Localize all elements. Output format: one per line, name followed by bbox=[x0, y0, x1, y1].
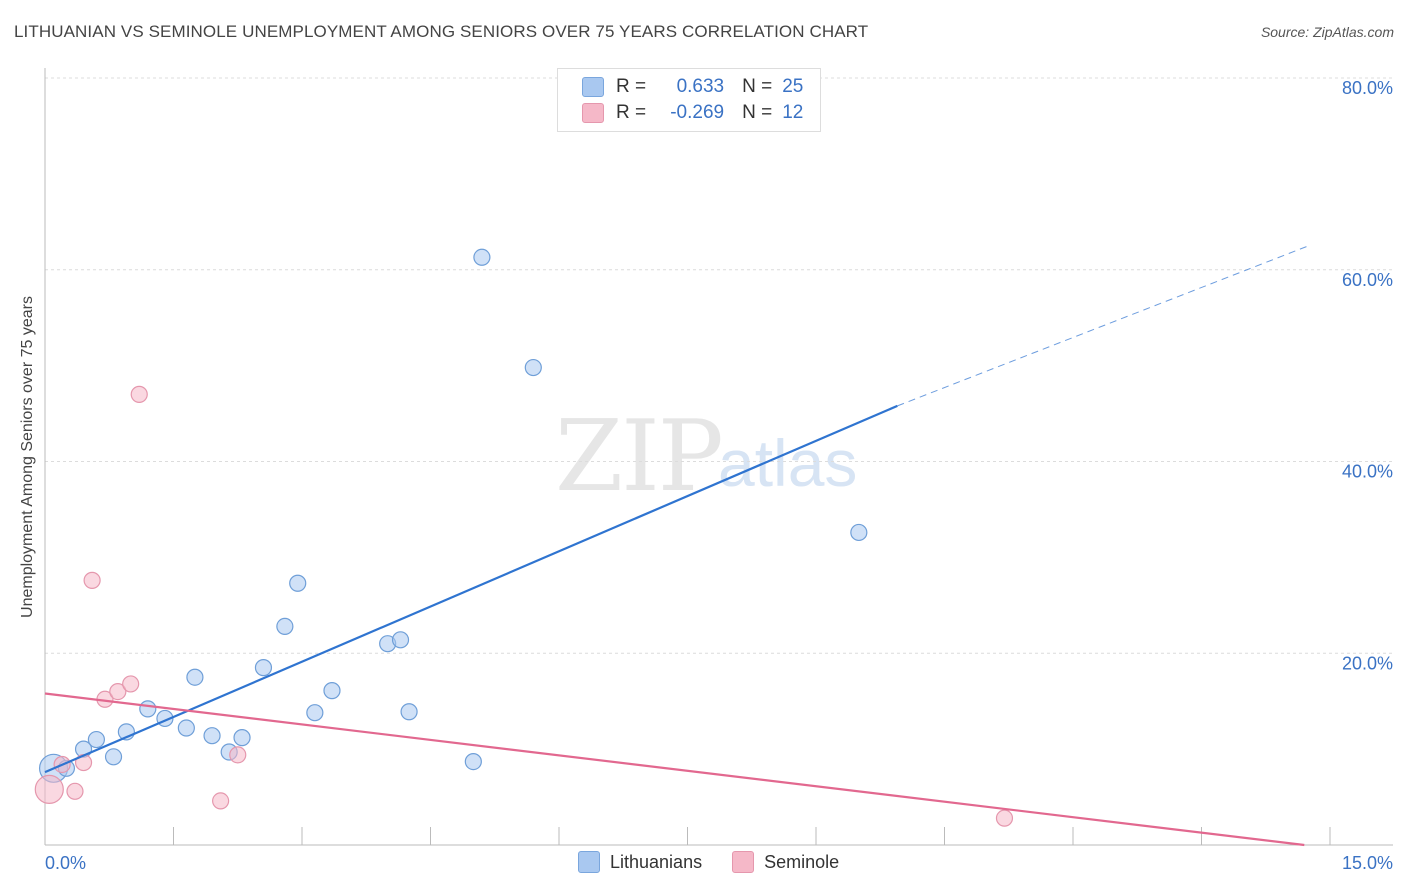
watermark-atlas: atlas bbox=[718, 426, 858, 500]
data-point-lithuanians bbox=[391, 631, 410, 649]
legend-r-label: R = bbox=[616, 102, 647, 123]
data-point-lithuanians bbox=[104, 748, 123, 766]
data-point-seminole bbox=[995, 809, 1014, 827]
data-point-lithuanians bbox=[524, 358, 542, 377]
series-legend-seminole: Seminole bbox=[732, 851, 839, 873]
data-point-seminole bbox=[229, 746, 247, 764]
legend-r-value: -0.269 bbox=[670, 102, 725, 123]
legend-swatch-seminole bbox=[582, 103, 604, 123]
trend-line-lithuanians bbox=[44, 404, 898, 774]
legend-n-value: 25 bbox=[782, 76, 804, 97]
y-tick-label: 20.0% bbox=[1342, 653, 1393, 673]
data-point-lithuanians bbox=[254, 659, 273, 677]
data-point-lithuanians bbox=[276, 617, 294, 636]
data-point-lithuanians bbox=[289, 574, 307, 592]
data-point-lithuanians bbox=[473, 248, 491, 266]
data-point-lithuanians bbox=[464, 752, 482, 771]
data-point-lithuanians bbox=[400, 703, 418, 721]
data-point-seminole bbox=[83, 571, 101, 589]
series-label-lithuanians: Lithuanians bbox=[610, 851, 703, 872]
legend-swatch-lithuanians bbox=[582, 77, 604, 97]
data-point-lithuanians bbox=[87, 730, 106, 749]
data-point-seminole bbox=[122, 675, 140, 693]
data-point-seminole bbox=[109, 682, 127, 701]
correlation-legend: R = 0.633 N = 25 R = -0.269 N = 12 bbox=[557, 68, 821, 132]
chart-title: LITHUANIAN VS SEMINOLE UNEMPLOYMENT AMON… bbox=[14, 22, 869, 41]
data-point-lithuanians bbox=[139, 700, 157, 718]
x-tick-label: 0.0% bbox=[45, 853, 86, 873]
watermark-zip: ZIP bbox=[555, 400, 724, 514]
trend-line-extension-lithuanians bbox=[897, 245, 1309, 407]
legend-r-label: R = bbox=[616, 76, 647, 97]
series-legend-lithuanians: Lithuanians bbox=[578, 851, 702, 873]
y-tick-label: 80.0% bbox=[1342, 78, 1393, 98]
data-point-seminole bbox=[212, 792, 230, 810]
legend-n-value: 12 bbox=[782, 102, 804, 123]
data-point-seminole bbox=[66, 782, 84, 800]
y-tick-label: 40.0% bbox=[1342, 462, 1393, 482]
data-point-lithuanians bbox=[306, 704, 324, 722]
data-point-lithuanians bbox=[177, 719, 195, 737]
data-point-lithuanians bbox=[233, 729, 251, 747]
series-swatch-lithuanians bbox=[578, 851, 600, 873]
trend-line-seminole bbox=[44, 692, 1305, 847]
legend-n-label: N = bbox=[742, 102, 773, 123]
series-label-seminole: Seminole bbox=[764, 851, 840, 872]
legend-row-seminole: R = -0.269 N = 12 bbox=[582, 101, 803, 125]
data-point-lithuanians bbox=[186, 668, 204, 686]
data-point-lithuanians bbox=[850, 523, 868, 542]
data-point-lithuanians bbox=[323, 682, 341, 700]
series-legend: Lithuanians Seminole bbox=[578, 851, 869, 873]
series-swatch-seminole bbox=[732, 851, 755, 873]
legend-r-value: 0.633 bbox=[676, 76, 725, 97]
legend-n-label: N = bbox=[742, 76, 773, 97]
x-tick-label: 15.0% bbox=[1342, 853, 1393, 873]
legend-row-lithuanians: R = 0.633 N = 25 bbox=[582, 75, 803, 99]
source-label: Source: ZipAtlas.com bbox=[1260, 24, 1394, 40]
data-point-seminole bbox=[34, 774, 64, 804]
y-tick-label: 60.0% bbox=[1342, 270, 1393, 290]
data-point-seminole bbox=[130, 385, 148, 403]
data-point-lithuanians bbox=[203, 727, 221, 745]
